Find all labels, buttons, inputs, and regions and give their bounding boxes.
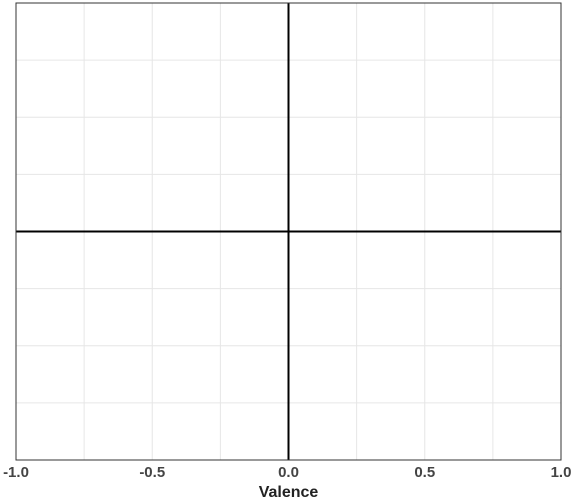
plot-frame — [15, 2, 562, 461]
x-tick-label: 0.0 — [278, 464, 299, 481]
x-axis-title: Valence — [259, 484, 319, 501]
quadrant-axes — [16, 3, 561, 460]
x-tick-label: 1.0 — [551, 464, 572, 481]
x-tick-label: -0.5 — [139, 464, 165, 481]
x-tick-label: 0.5 — [414, 464, 435, 481]
x-tick-labels: -1.0 -0.5 0.0 0.5 1.0 — [3, 464, 571, 481]
x-tick-label: -1.0 — [3, 464, 29, 481]
